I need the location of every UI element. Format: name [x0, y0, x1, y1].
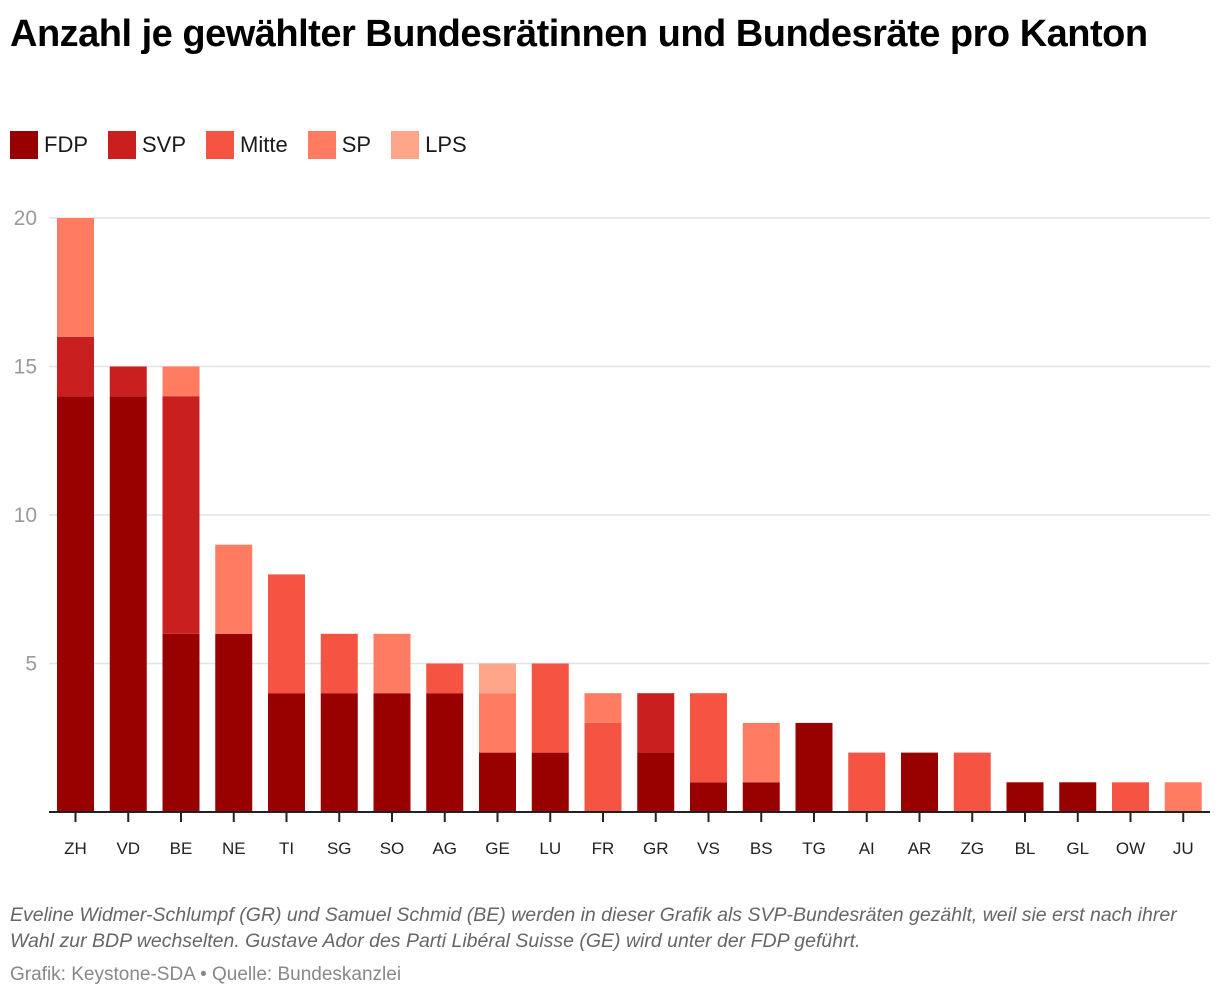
bar-zh-svp: [57, 336, 94, 397]
legend-swatch-mitte: [206, 131, 235, 159]
legend-item-sp: SP: [307, 131, 372, 159]
legend-swatch-lps: [391, 131, 420, 159]
bar-lu-fdp: [531, 752, 569, 812]
bar-gr-svp: [637, 693, 675, 753]
chart-note: Eveline Widmer-Schlumpf (GR) und Samuel …: [10, 904, 1177, 952]
legend-swatch-fdp: [10, 131, 38, 159]
bar-zg-mitte: [953, 752, 991, 812]
x-tick-label-gl: GL: [1066, 839, 1089, 858]
bar-bl-fdp: [1006, 782, 1044, 812]
x-tick-label-zh: ZH: [64, 839, 87, 858]
legend-label-fdp: FDP: [44, 132, 88, 157]
x-tick-label-bs: BS: [750, 839, 773, 858]
x-tick-label-tg: TG: [802, 839, 826, 858]
bar-be-svp: [162, 396, 200, 634]
bar-vd-fdp: [109, 396, 147, 812]
bar-so-sp: [373, 633, 411, 694]
bar-ne-fdp: [215, 633, 253, 812]
bar-vs-mitte: [690, 693, 727, 783]
x-tick-label-ju: JU: [1173, 839, 1194, 858]
bar-bs-fdp: [742, 782, 780, 812]
x-tick-label-zg: ZG: [960, 839, 984, 858]
stacked-bar-chart: 5 10 15 20 ZH VD BE NE TI SG SO AG GE LU FR GR VS BS TG AI…: [14, 207, 1210, 858]
x-axis: ZH VD BE NE TI SG SO AG GE LU FR GR VS BS TG AI AR ZG BL GL…: [49, 811, 1210, 858]
x-tick-label-bl: BL: [1015, 839, 1036, 858]
bar-zh-sp: [57, 218, 94, 337]
legend-label-svp: SVP: [142, 132, 187, 157]
bar-be-sp: [162, 366, 200, 397]
x-tick-label-vd: VD: [116, 839, 140, 858]
bar-fr-mitte: [584, 722, 622, 812]
chart-credit: Grafik: Keystone-SDA • Quelle: Bundeskan…: [10, 964, 402, 985]
bar-sg-fdp: [320, 693, 358, 812]
bar-fr-sp: [584, 693, 622, 723]
legend-swatch-sp: [307, 131, 336, 159]
legend-item-svp: SVP: [108, 131, 186, 159]
bars: [57, 218, 1202, 812]
y-tick-label: 5: [25, 653, 37, 676]
bar-ju-sp: [1164, 782, 1202, 812]
x-tick-label-fr: FR: [592, 839, 615, 858]
bar-ge-lps: [479, 663, 516, 694]
bar-vs-fdp: [690, 782, 727, 812]
legend-label-lps: LPS: [425, 132, 467, 157]
x-tick-label-lu: LU: [539, 839, 561, 858]
x-tick-label-ge: GE: [485, 839, 510, 858]
legend-label-sp: SP: [341, 132, 372, 157]
x-tick-label-ai: AI: [859, 839, 875, 858]
x-tick-label-ow: OW: [1116, 839, 1145, 858]
x-tick-label-ar: AR: [908, 839, 932, 858]
legend-item-fdp: FDP: [10, 131, 88, 159]
bar-ne-sp: [215, 544, 253, 634]
x-tick-label-sg: SG: [327, 839, 352, 858]
x-tick-label-so: SO: [380, 839, 405, 858]
bar-so-fdp: [373, 693, 411, 812]
x-tick-label-ne: NE: [222, 839, 246, 858]
bar-ag-fdp: [426, 693, 464, 812]
bar-ge-fdp: [479, 752, 516, 812]
x-tick-label-ag: AG: [432, 839, 457, 858]
y-tick-label: 15: [14, 356, 37, 379]
y-tick-label: 10: [14, 504, 37, 527]
bar-vd-svp: [109, 366, 147, 397]
legend: FDP SVP Mitte SP LPS: [10, 131, 487, 159]
bar-sg-mitte: [320, 633, 358, 694]
bar-ag-mitte: [426, 663, 464, 694]
y-axis-ticks: 5 10 15 20: [14, 207, 37, 676]
x-tick-label-gr: GR: [643, 839, 669, 858]
bar-ar-fdp: [901, 752, 938, 812]
legend-label-mitte: Mitte: [240, 132, 288, 157]
legend-swatch-svp: [108, 131, 136, 159]
legend-item-mitte: Mitte: [206, 131, 288, 159]
bar-zh-fdp: [57, 396, 94, 812]
bar-ow-mitte: [1112, 782, 1149, 812]
bar-be-fdp: [162, 633, 200, 812]
bar-ti-mitte: [268, 574, 305, 694]
x-tick-label-ti: TI: [279, 839, 294, 858]
y-tick-label: 20: [14, 207, 37, 230]
bar-bs-sp: [742, 722, 780, 783]
x-tick-label-vs: VS: [697, 839, 720, 858]
bar-lu-mitte: [531, 663, 569, 753]
bar-tg-fdp: [795, 722, 833, 812]
bar-ti-fdp: [268, 693, 305, 812]
x-tick-label-be: BE: [170, 839, 193, 858]
legend-item-lps: LPS: [391, 131, 467, 159]
bar-ai-mitte: [848, 752, 886, 812]
bar-gr-fdp: [637, 752, 675, 812]
bar-ge-sp: [479, 693, 516, 753]
bar-gl-fdp: [1059, 782, 1097, 812]
chart-title: Anzahl je gewählter Bundesrätinnen und B…: [10, 13, 1148, 55]
